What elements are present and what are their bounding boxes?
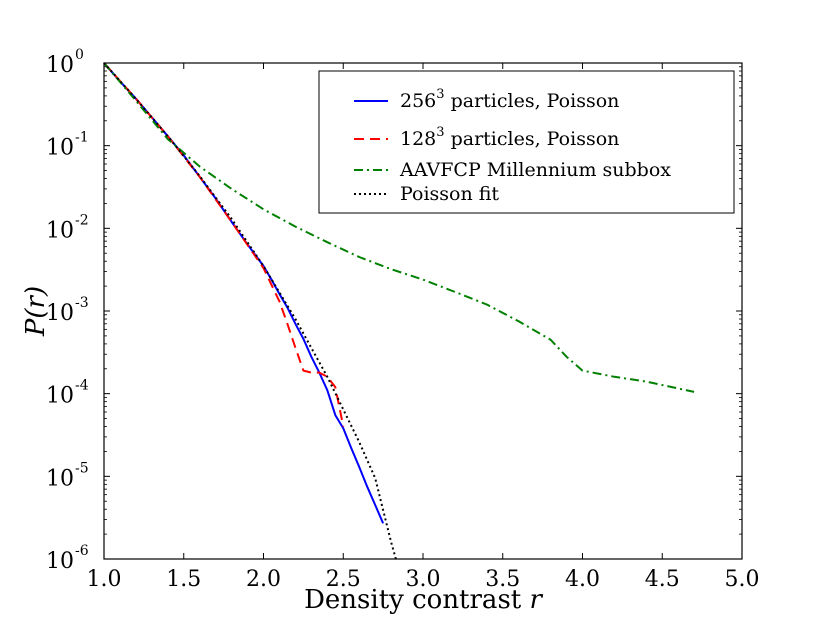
y-tick-label: 10: [46, 466, 74, 491]
legend-label-0: 2563 particles, Poisson: [400, 87, 619, 112]
legend: 2563 particles, Poisson 1283 particles, P…: [318, 70, 735, 214]
series-line-2: [103, 62, 695, 393]
x-tick-label: 5.0: [725, 567, 760, 592]
legend-label-3: Poisson fit: [400, 183, 499, 205]
x-axis-label: Density contrast r: [304, 585, 543, 615]
y-tick-label: 10: [46, 53, 74, 78]
legend-box: [318, 70, 735, 214]
y-tick-label: 10: [46, 549, 74, 574]
y-tick-label: 10: [46, 218, 74, 243]
x-tick-label: 1.0: [87, 567, 122, 592]
legend-label-2: AAVFCP Millennium subbox: [399, 159, 671, 181]
y-tick-exponent: -3: [75, 295, 89, 311]
y-tick-exponent: -5: [75, 460, 89, 476]
y-axis-label: P(r): [21, 286, 51, 337]
y-tick-label: 10: [46, 301, 74, 326]
y-tick-exponent: -4: [75, 378, 89, 394]
x-tick-label: 2.5: [326, 567, 361, 592]
y-tick-exponent: -1: [75, 130, 89, 146]
x-tick-label: 4.0: [565, 567, 600, 592]
legend-label-1: 1283 particles, Poisson: [400, 125, 619, 150]
x-tick-label: 4.5: [645, 567, 680, 592]
series-layer: [103, 62, 695, 560]
x-tick-label: 3.0: [406, 567, 441, 592]
y-tick-label: 10: [46, 136, 74, 161]
legend-entries: 2563 particles, Poisson 1283 particles, P…: [354, 87, 671, 205]
y-tick-label: 10: [46, 384, 74, 409]
x-tick-label: 2.0: [246, 567, 281, 592]
x-tick-label: 1.5: [166, 567, 201, 592]
series-line-1: [103, 62, 345, 427]
y-tick-exponent: -6: [75, 543, 89, 559]
y-tick-exponent: -2: [75, 212, 89, 228]
x-tick-label: 3.5: [485, 567, 520, 592]
y-tick-exponent: 0: [75, 47, 84, 63]
